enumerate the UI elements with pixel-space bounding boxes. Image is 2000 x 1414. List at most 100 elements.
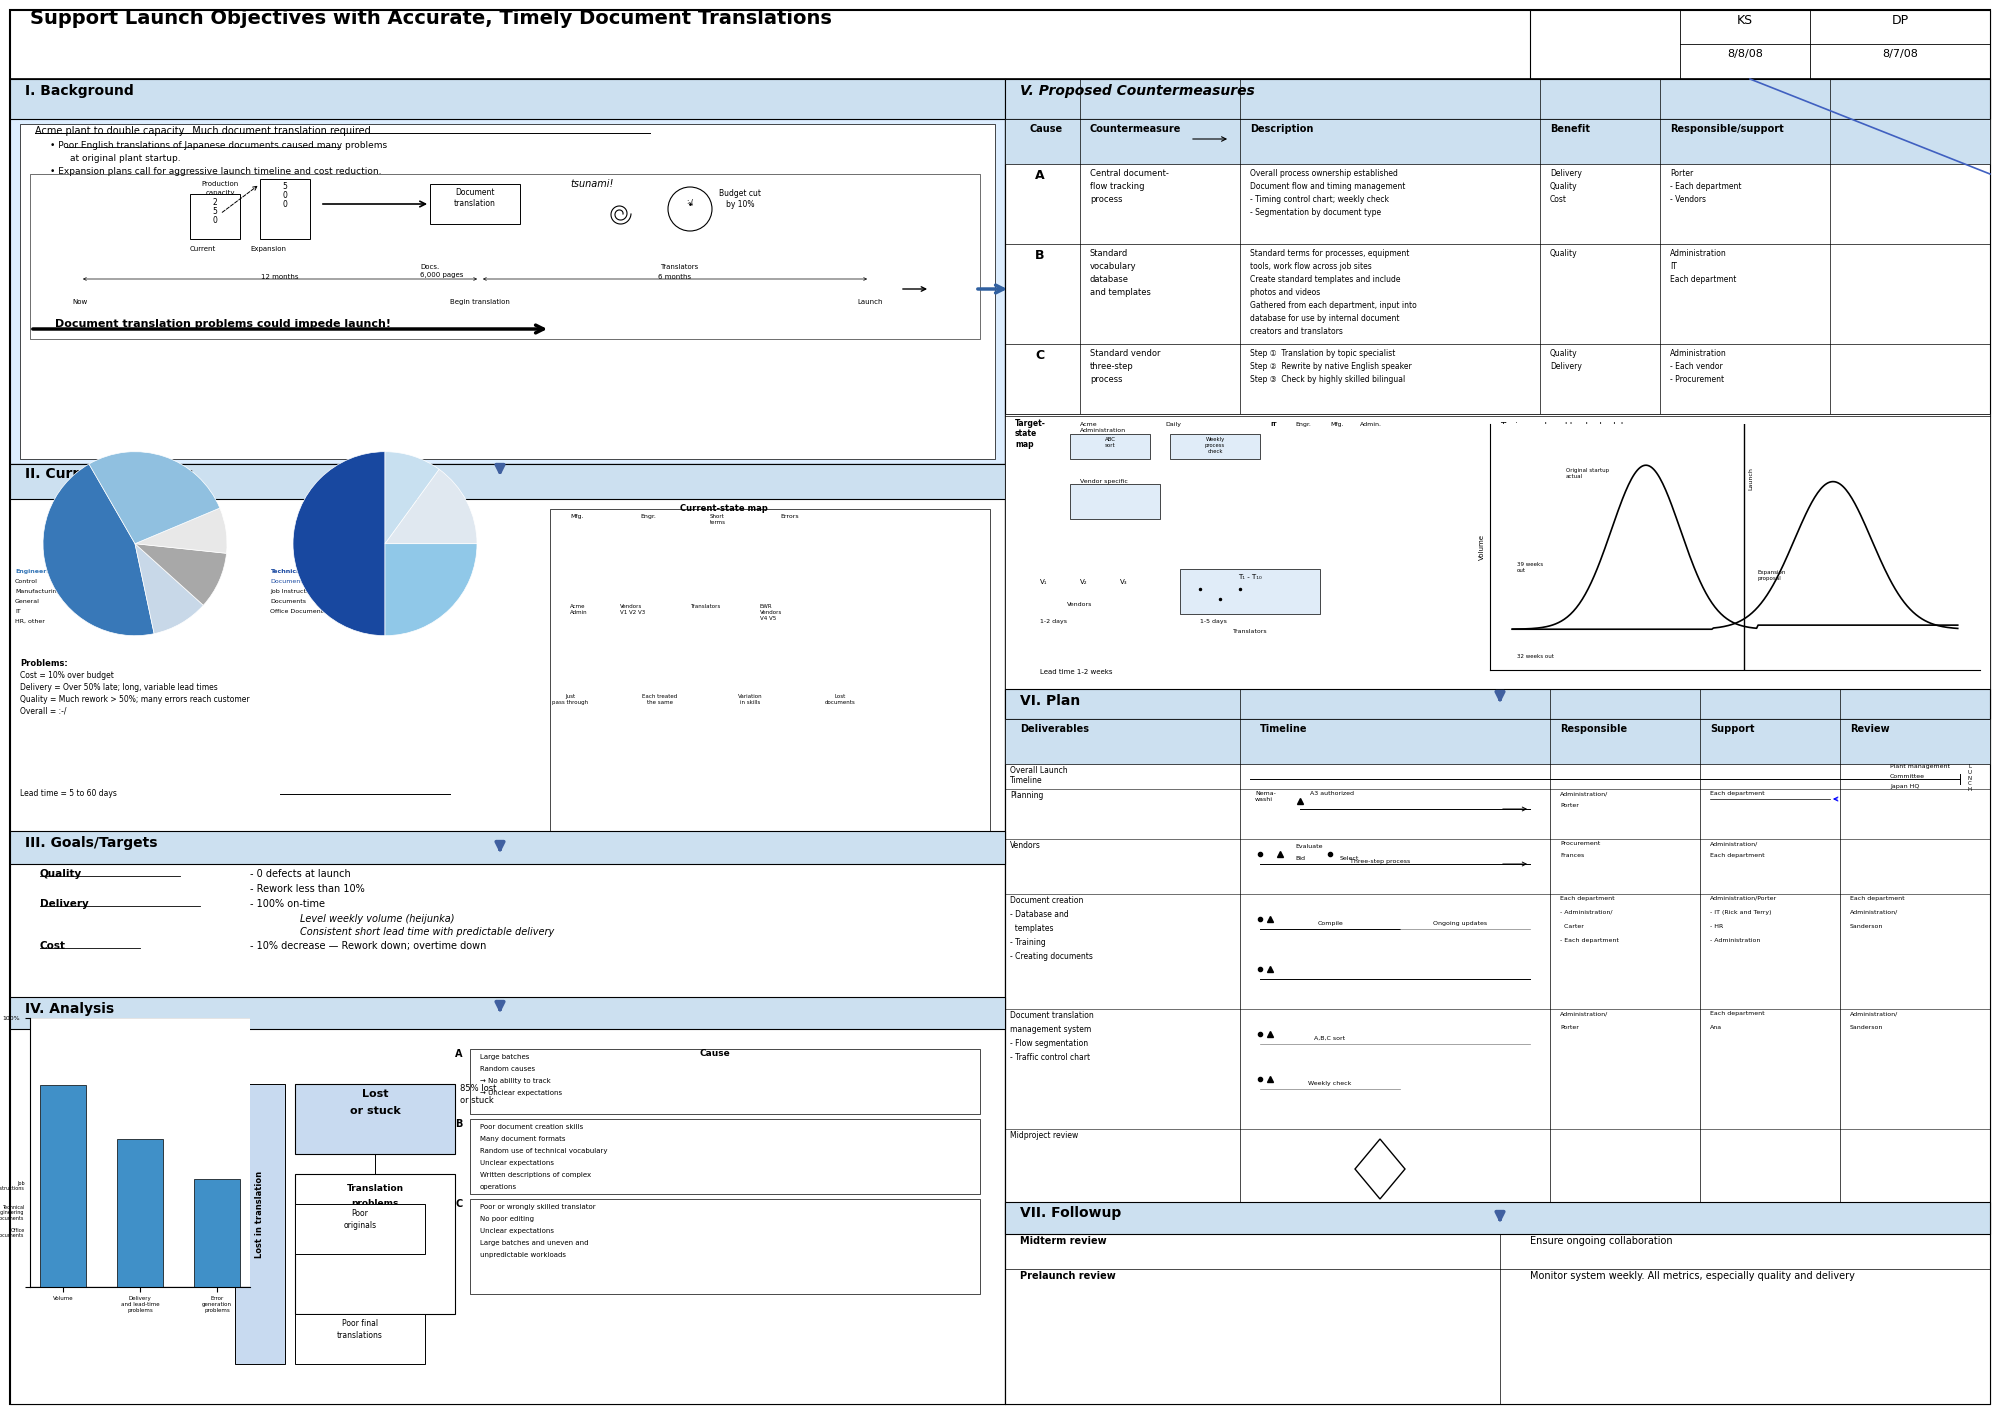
Wedge shape [384, 543, 478, 636]
Text: Manufacturing: Manufacturing [16, 590, 60, 594]
Text: HR, other: HR, other [16, 619, 44, 624]
Text: Porter: Porter [1670, 170, 1694, 178]
Text: Job Instruction: Job Instruction [270, 590, 316, 594]
Text: Cost: Cost [1550, 195, 1568, 204]
Text: Japan HQ: Japan HQ [1890, 783, 1920, 789]
Text: Lead time 1-2 weeks: Lead time 1-2 weeks [1040, 669, 1112, 674]
Text: Gathered from each department, input into: Gathered from each department, input int… [1250, 301, 1416, 310]
Text: Quality: Quality [1550, 249, 1578, 257]
Text: A,B,C sort: A,B,C sort [1314, 1036, 1346, 1041]
Text: ABC
sort: ABC sort [1104, 437, 1116, 448]
Text: Porter: Porter [1560, 803, 1578, 807]
Text: Unclear expectations: Unclear expectations [480, 1159, 554, 1167]
Text: Three-step process: Three-step process [1350, 858, 1410, 864]
Polygon shape [1006, 718, 1990, 764]
Text: Delivery: Delivery [1550, 362, 1582, 370]
Text: KS: KS [1736, 14, 1754, 27]
Text: 6 months: 6 months [658, 274, 692, 280]
Text: V₁: V₁ [1040, 578, 1048, 585]
Text: Step ③  Check by highly skilled bilingual: Step ③ Check by highly skilled bilingual [1250, 375, 1406, 385]
Text: IV. Analysis: IV. Analysis [24, 1003, 114, 1017]
Text: Document translation problems could impede launch!: Document translation problems could impe… [56, 320, 392, 329]
Text: 39 weeks
out: 39 weeks out [1516, 561, 1542, 573]
Text: Administration/: Administration/ [1560, 1011, 1608, 1017]
Polygon shape [1180, 568, 1320, 614]
Text: V₂: V₂ [1080, 578, 1088, 585]
Polygon shape [10, 997, 1006, 1029]
Text: Admin.: Admin. [1360, 421, 1382, 427]
Text: Each department: Each department [1560, 896, 1614, 901]
Text: IT: IT [1670, 262, 1676, 271]
Text: Frances: Frances [1560, 853, 1584, 858]
Text: VII. Followup: VII. Followup [1020, 1206, 1122, 1220]
Polygon shape [1006, 694, 1990, 1215]
Text: Vendors: Vendors [1010, 841, 1040, 850]
Wedge shape [136, 543, 204, 633]
Text: Documents: Documents [270, 600, 306, 604]
Text: database: database [1090, 274, 1128, 284]
Text: 5: 5 [282, 182, 288, 191]
Text: A: A [456, 1049, 462, 1059]
Polygon shape [10, 844, 1006, 1004]
Text: flow tracking: flow tracking [1090, 182, 1144, 191]
Text: Begin translation: Begin translation [450, 298, 510, 305]
Text: Document translation: Document translation [1010, 1011, 1094, 1019]
Text: B: B [456, 1118, 462, 1128]
Text: Translation: Translation [346, 1184, 404, 1193]
Text: or stuck: or stuck [350, 1106, 400, 1116]
Text: Control: Control [16, 578, 38, 584]
Text: 32 weeks out: 32 weeks out [1516, 653, 1554, 659]
Text: - Flow segmentation: - Flow segmentation [1010, 1039, 1088, 1048]
Text: Large batches: Large batches [480, 1053, 530, 1060]
Text: → Unclear expectations: → Unclear expectations [480, 1090, 562, 1096]
Text: 85% lost: 85% lost [460, 1085, 496, 1093]
Text: Translators: Translators [690, 604, 720, 609]
Text: - Administration/: - Administration/ [1560, 911, 1612, 915]
Text: A3 authorized: A3 authorized [1310, 790, 1354, 796]
Text: Midterm review: Midterm review [1020, 1236, 1106, 1246]
Text: Responsible/support: Responsible/support [1670, 124, 1784, 134]
Text: - Training: - Training [1010, 937, 1046, 947]
Text: Each department: Each department [1670, 274, 1736, 284]
Text: I. Background: I. Background [24, 83, 134, 98]
Text: Problems:: Problems: [20, 659, 68, 667]
Polygon shape [296, 1314, 424, 1365]
Text: Documents
by type: Documents by type [398, 503, 442, 523]
Polygon shape [190, 194, 240, 239]
Text: - Rework less than 10%: - Rework less than 10% [250, 884, 364, 894]
Text: Overall Launch
Timeline: Overall Launch Timeline [1010, 766, 1068, 785]
Text: Cost = 10% over budget: Cost = 10% over budget [20, 672, 114, 680]
Text: Quality: Quality [1550, 349, 1578, 358]
Polygon shape [1006, 414, 1990, 694]
Polygon shape [1006, 689, 1990, 718]
Text: templates: templates [1010, 923, 1054, 933]
Text: Compile: Compile [1318, 921, 1342, 926]
Polygon shape [1006, 1215, 1990, 1404]
Text: capacity: capacity [206, 189, 234, 197]
Text: Ana: Ana [1710, 1025, 1722, 1029]
Text: Cause: Cause [700, 1049, 730, 1058]
Polygon shape [470, 1049, 980, 1114]
Text: Poor: Poor [352, 1209, 368, 1217]
Text: Delivery: Delivery [40, 899, 88, 909]
Text: - 0 defects at launch: - 0 defects at launch [250, 870, 350, 880]
Text: General: General [16, 600, 40, 604]
Text: A: A [1036, 170, 1044, 182]
Text: • Expansion plans call for aggressive launch timeline and cost reduction.: • Expansion plans call for aggressive la… [50, 167, 382, 175]
Polygon shape [1006, 119, 1990, 164]
Text: Quality: Quality [1550, 182, 1578, 191]
Text: Standard: Standard [1090, 249, 1128, 257]
Text: Acme plant to double capacity.  Much document translation required: Acme plant to double capacity. Much docu… [36, 126, 370, 136]
Polygon shape [1006, 79, 1990, 119]
Text: T₁ - T₁₀: T₁ - T₁₀ [1238, 574, 1262, 580]
Text: → No ability to track: → No ability to track [480, 1077, 550, 1085]
Text: Each department: Each department [1710, 853, 1764, 858]
Text: Document creation: Document creation [1010, 896, 1084, 905]
Text: - Each department: - Each department [1560, 937, 1618, 943]
Text: Document: Document [456, 188, 494, 197]
Text: Administration: Administration [1670, 249, 1726, 257]
Text: Each department: Each department [1710, 790, 1764, 796]
Text: Delivery = Over 50% late; long, variable lead times: Delivery = Over 50% late; long, variable… [20, 683, 218, 691]
Text: Daily: Daily [1164, 421, 1180, 427]
Text: Administration/: Administration/ [1560, 790, 1608, 796]
